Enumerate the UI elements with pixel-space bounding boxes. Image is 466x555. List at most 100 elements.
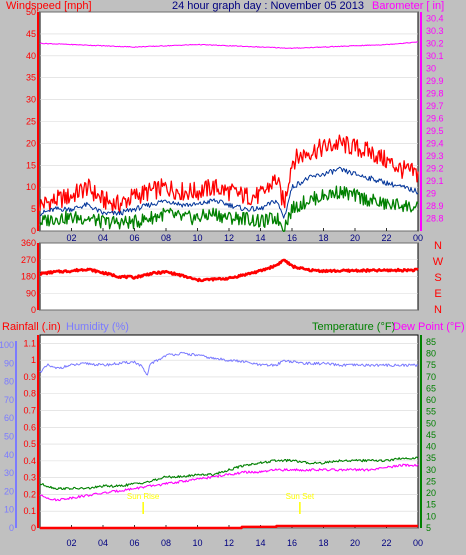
barometer-tick-label: 30.2 [426, 38, 444, 48]
temperature-tick-label: 75 [426, 360, 436, 370]
climate-x-tick-label: 10 [192, 538, 202, 548]
rainfall-tick-label: 0.4 [23, 456, 36, 466]
wind-x-tick-label: 22 [381, 233, 391, 243]
climate-x-tick-label: 22 [381, 538, 391, 548]
temperature-tick-label: 10 [426, 511, 436, 521]
temperature-tick-label: 55 [426, 407, 436, 417]
min-line [39, 185, 419, 233]
compass-label: W [433, 256, 444, 268]
dewpoint-line [39, 463, 419, 502]
temperature-tick-label: 5 [426, 523, 431, 533]
temperature-tick-label: 20 [426, 488, 436, 498]
avg-line [39, 166, 419, 219]
rainfall-tick-label: 0.5 [23, 439, 36, 449]
barometer-tick-label: 30 [426, 63, 436, 73]
temperature-tick-label: 65 [426, 383, 436, 393]
climate-x-tick-label: 06 [129, 538, 139, 548]
climate-x-tick-label: 14 [255, 538, 265, 548]
rainfall-tick-label: 0 [31, 523, 36, 533]
barometer-tick-label: 29.1 [426, 176, 444, 186]
wind-tick-label: 0 [31, 226, 36, 236]
direction-line [39, 258, 419, 283]
barometer-tick-label: 29.7 [426, 101, 444, 111]
wind-tick-label: 30 [26, 95, 36, 105]
wind-gridlines [40, 11, 418, 232]
temperature-tick-label: 25 [426, 476, 436, 486]
wind-x-tick-label: 14 [255, 233, 265, 243]
compass-label: S [434, 272, 441, 284]
sun-markers: Sun Rise Sun Set [127, 492, 315, 514]
wind-x-tick-label: 18 [318, 233, 328, 243]
wind-tick-label: 40 [26, 51, 36, 61]
climate-series [39, 351, 419, 530]
rainfall-tick-label: 1 [31, 355, 36, 365]
climate-x-tick-label: 04 [98, 538, 108, 548]
wind-x-tick-label: 08 [161, 233, 171, 243]
direction-tick-label: 180 [21, 272, 36, 282]
temperature-tick-label: 80 [426, 349, 436, 359]
barometer-right-axis: 28.8 28.9 29 29.1 29.2 29.3 29.4 29.5 29.6 29.7 29… [420, 12, 444, 231]
compass-label: N [434, 240, 442, 252]
temperature-tick-label: 35 [426, 453, 436, 463]
wind-tick-label: 35 [26, 73, 36, 83]
barometer-tick-label: 30.1 [426, 51, 444, 61]
wind-x-tick-label: 10 [192, 233, 202, 243]
graph-title: 24 hour graph day : November 05 2013 [172, 0, 364, 12]
compass-label: E [434, 288, 441, 300]
temperature-tick-label: 85 [426, 337, 436, 347]
direction-left-axis: 0 90 180 270 360 [21, 238, 39, 315]
climate-x-axis: 02 04 06 08 10 12 14 16 18 20 22 00 [66, 525, 423, 548]
humidity-tick-label: 10 [4, 505, 14, 515]
barometer-tick-label: 28.9 [426, 201, 444, 211]
barometer-label: Barometer [ in] [372, 0, 444, 12]
temperature-line [39, 456, 419, 491]
wind-tick-label: 10 [26, 182, 36, 192]
climate-plot-area [39, 334, 419, 529]
wind-tick-label: 5 [31, 204, 36, 214]
humidity-tick-label: 20 [4, 486, 14, 496]
wind-series [39, 41, 419, 233]
climate-panel: Rainfall (.in) Humidity (%) Temperature … [0, 321, 465, 548]
rainfall-tick-label: 0.3 [23, 473, 36, 483]
direction-tick-label: 270 [21, 255, 36, 265]
temperature-label: Temperature (°F) [312, 321, 395, 333]
wind-tick-label: 45 [26, 29, 36, 39]
temperature-tick-label: 15 [426, 500, 436, 510]
humidity-tick-label: 40 [4, 450, 14, 460]
humidity-tick-label: 70 [4, 395, 14, 405]
barometer-tick-label: 28.8 [426, 213, 444, 223]
rainfall-tick-label: 1.1 [23, 338, 36, 348]
humidity-tick-label: 50 [4, 432, 14, 442]
barometer-tick-label: 29 [426, 188, 436, 198]
climate-x-tick-label: 16 [287, 538, 297, 548]
temperature-tick-label: 60 [426, 395, 436, 405]
wind-x-tick-label: 00 [413, 233, 423, 243]
rainfall-tick-label: 0.8 [23, 389, 36, 399]
humidity-tick-label: 90 [4, 358, 14, 368]
climate-x-tick-label: 02 [66, 538, 76, 548]
wind-x-tick-label: 12 [224, 233, 234, 243]
barometer-tick-label: 29.2 [426, 163, 444, 173]
climate-x-tick-label: 20 [350, 538, 360, 548]
wind-x-tick-label: 06 [129, 233, 139, 243]
wind-tick-label: 15 [26, 160, 36, 170]
barometer-tick-label: 29.3 [426, 151, 444, 161]
wind-x-tick-label: 20 [350, 233, 360, 243]
barometer-tick-label: 29.5 [426, 126, 444, 136]
dewpoint-label: Dew Point (°F) [393, 321, 465, 333]
temperature-tick-label: 45 [426, 430, 436, 440]
rainfall-tick-label: 0.1 [23, 506, 36, 516]
barometer-tick-label: 30.4 [426, 13, 444, 23]
compass-label: N [434, 304, 442, 316]
temperature-tick-label: 30 [426, 465, 436, 475]
barometer-tick-label: 29.6 [426, 113, 444, 123]
wind-tick-label: 20 [26, 138, 36, 148]
sun-marker-label: Sun Rise [127, 492, 160, 501]
rainfall-tick-label: 0.7 [23, 406, 36, 416]
climate-x-tick-label: 00 [413, 538, 423, 548]
direction-tick-label: 360 [21, 238, 36, 248]
